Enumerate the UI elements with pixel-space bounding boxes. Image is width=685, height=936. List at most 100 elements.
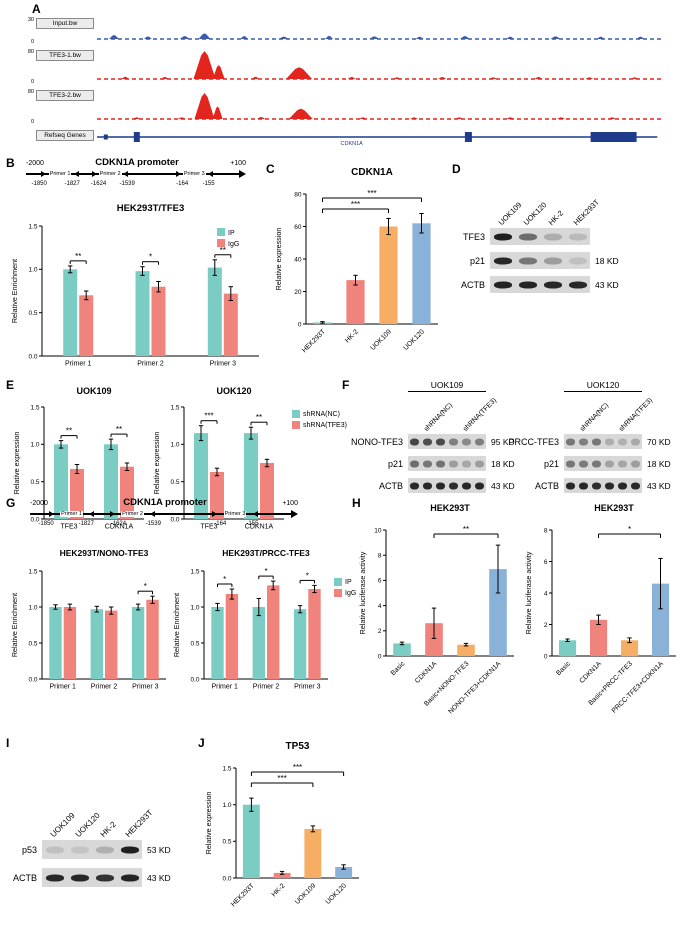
- lane-labels: UOK109 UOK120 HK-2 HEK293T: [42, 740, 154, 840]
- arrowhead-icon: [239, 169, 246, 178]
- panel-label-j: J: [198, 736, 205, 750]
- chip-chart-hek293t-tfe3: HEK293T/TFE3 0.0 0.5 1.0 1.5 Relative Enrichm…: [8, 200, 265, 377]
- coverage-svg: [97, 33, 663, 40]
- protein-band: [518, 257, 537, 264]
- lane-label: HEK293T: [571, 197, 601, 227]
- genome-browser-panel: 30 0 Input.bw 80 0 TFE3-1.bw 80 0 TFE3-2.bw Refse…: [20, 17, 680, 156]
- svg-text:Primer 1: Primer 1: [49, 684, 76, 691]
- svg-text:CDKN1A: CDKN1A: [351, 167, 393, 178]
- primer-coordinate: -1827: [78, 521, 94, 527]
- blot-strip: [408, 434, 486, 449]
- protein-band: [568, 233, 587, 240]
- svg-text:6: 6: [544, 559, 548, 566]
- svg-text:0.0: 0.0: [30, 516, 39, 523]
- track-label: Input.bw: [36, 18, 94, 29]
- chip-chart-nono-tfe3: HEK293T/NONO-TFE3 0.0 0.5 1.0 1.5 Relative En…: [8, 545, 170, 700]
- svg-text:0.5: 0.5: [190, 640, 199, 647]
- legend-swatch: [334, 578, 342, 586]
- forward-primer-icon: [175, 171, 181, 177]
- svg-text:***: ***: [367, 189, 376, 198]
- genome-track: 30 0 Input.bw: [20, 17, 680, 45]
- panel-label-f: F: [342, 378, 350, 392]
- svg-text:UOK120: UOK120: [216, 386, 251, 396]
- svg-text:6: 6: [378, 578, 382, 585]
- expression-chart-tp53: TP53 0.0 0.5 1.0 1.5 Relative expression HEK29…: [202, 738, 367, 936]
- protein-label: p21: [387, 458, 403, 469]
- reverse-primer-icon: [123, 171, 129, 177]
- molecular-weight: 18 KD: [647, 458, 671, 469]
- lane-label: shRNA(TFE3): [461, 396, 498, 433]
- svg-text:Primer 3: Primer 3: [210, 361, 237, 368]
- lane-labels: shRNA(NC) shRNA(TFE3): [408, 394, 498, 434]
- protein-band: [565, 482, 576, 489]
- svg-text:UOK120: UOK120: [325, 882, 349, 906]
- svg-text:CDKN1A: CDKN1A: [105, 524, 134, 531]
- western-blot-f-uok109: UOK109 shRNA(NC) shRNA(TFE3) NONO-TFE3 95 KD…: [350, 380, 520, 500]
- protein-band: [543, 281, 562, 288]
- protein-band: [518, 281, 537, 288]
- svg-text:0.5: 0.5: [30, 479, 39, 486]
- track-label: TFE3-1.bw: [36, 50, 94, 61]
- lane-label: HK-2: [546, 208, 565, 227]
- primer-name: Primer 1: [48, 171, 72, 177]
- legend-item: shRNA(NC): [292, 410, 347, 418]
- svg-text:20: 20: [294, 289, 302, 296]
- protein-band: [474, 438, 485, 445]
- svg-text:Primer 1: Primer 1: [65, 361, 92, 368]
- blot-strip: [564, 434, 642, 449]
- svg-text:Relative luciferase activity: Relative luciferase activity: [524, 551, 533, 634]
- svg-text:**: **: [220, 246, 226, 255]
- chart-svg: HEK293T/PRCC-TFE3 0.0 0.5 1.0 1.5 Relative En…: [172, 548, 328, 691]
- blot-row: p53 53 KD: [8, 840, 186, 859]
- protein-band: [565, 438, 576, 445]
- svg-text:2: 2: [544, 622, 548, 629]
- blot-row: NONO-TFE3 95 KD: [350, 434, 520, 449]
- primer-coordinate: -1539: [145, 521, 161, 527]
- legend-ip-igg: IP IgG: [334, 578, 356, 597]
- protein-label: ACTB: [378, 480, 403, 491]
- chart-svg: CDKN1A 0 20 40 60 80 Relative expression HEK293…: [274, 167, 438, 354]
- protein-band: [604, 482, 615, 489]
- forward-primer-icon: [212, 511, 218, 517]
- svg-text:***: ***: [351, 200, 360, 209]
- primer-name: Primer 3: [223, 511, 247, 517]
- protein-band: [95, 874, 114, 881]
- promoter-diagram-g: -2000 CDKN1A promoter +100 Primer 1 Primer 2…: [30, 497, 298, 529]
- protein-band: [617, 460, 628, 467]
- blot-row: ACTB 43 KD: [8, 868, 186, 887]
- forward-primer-icon: [110, 511, 116, 517]
- promoter-start-coord: -2000: [30, 500, 48, 507]
- protein-band: [120, 874, 139, 881]
- svg-text:0.5: 0.5: [28, 310, 37, 317]
- svg-text:0.0: 0.0: [170, 516, 179, 523]
- expression-chart-cdkn1a: CDKN1A 0 20 40 60 80 Relative expression HEK293…: [272, 164, 444, 379]
- svg-text:Relative expression: Relative expression: [274, 228, 283, 291]
- svg-text:HEK293T: HEK293T: [301, 328, 327, 354]
- svg-text:1.5: 1.5: [190, 568, 199, 575]
- legend-item: IgG: [334, 589, 356, 597]
- blot-row: ACTB 43 KD: [450, 276, 632, 293]
- svg-text:1.0: 1.0: [222, 802, 231, 809]
- reverse-primer-icon: [73, 171, 79, 177]
- reverse-primer-icon: [252, 511, 258, 517]
- svg-text:0: 0: [544, 653, 548, 660]
- blot-title: UOK109: [408, 380, 486, 392]
- svg-text:*: *: [264, 567, 267, 576]
- western-blot-i: UOK109 UOK120 HK-2 HEK293T p53 53 KD ACTB 43 KD: [8, 740, 186, 896]
- protein-label: p21: [543, 458, 559, 469]
- primer-coordinate: -1850: [38, 521, 54, 527]
- forward-primer-icon: [48, 511, 54, 517]
- primer-site: Primer 2: [92, 170, 129, 178]
- svg-text:**: **: [66, 427, 72, 436]
- svg-text:8: 8: [378, 553, 382, 560]
- svg-text:80: 80: [294, 191, 302, 198]
- coverage-svg: [97, 51, 663, 80]
- blot-row: ACTB 43 KD: [350, 478, 520, 493]
- promoter-title: CDKN1A promoter: [95, 157, 179, 168]
- svg-text:UOK109: UOK109: [370, 328, 394, 352]
- primer-coordinate: -1539: [119, 181, 135, 187]
- reverse-primer-icon: [207, 171, 213, 177]
- blot-row: TFE3: [450, 228, 632, 245]
- promoter-diagram-b: -2000 CDKN1A promoter +100 Primer 1 Primer 2…: [26, 157, 246, 189]
- svg-text:*: *: [223, 575, 226, 584]
